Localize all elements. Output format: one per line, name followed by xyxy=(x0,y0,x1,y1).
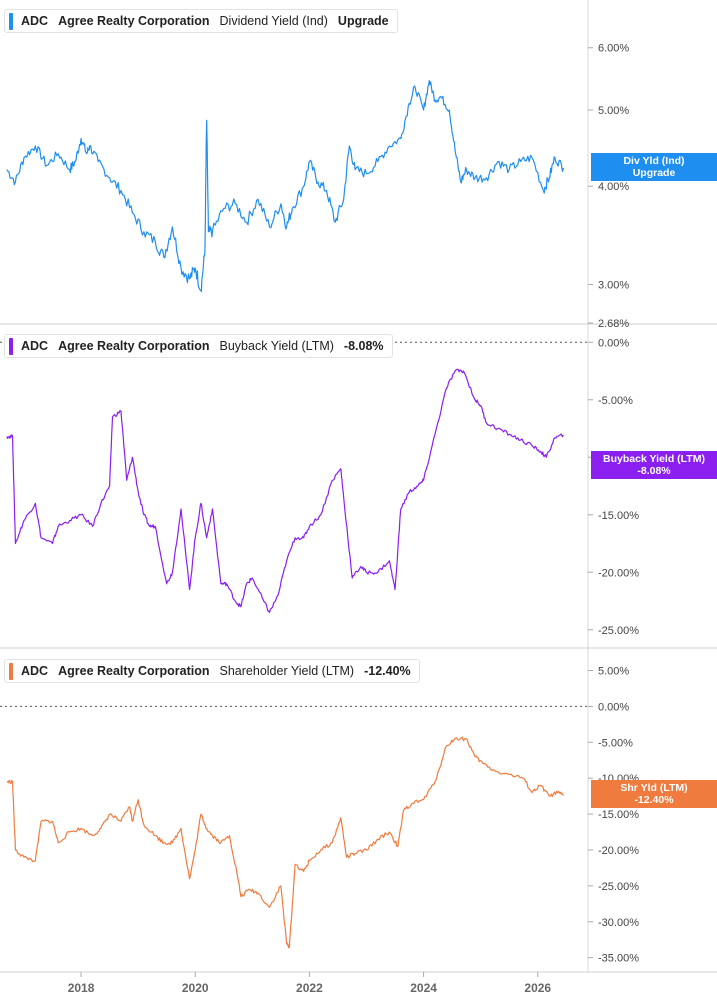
badge-dividend-yield: Div Yld (Ind) Upgrade xyxy=(591,153,717,181)
legend-ticker: ADC xyxy=(21,339,49,353)
legend-swatch xyxy=(9,337,13,355)
x-tick-label: 2026 xyxy=(524,981,551,995)
legend-value: Upgrade xyxy=(337,14,389,28)
x-tick-label: 2024 xyxy=(410,981,437,995)
badge-value: -8.08% xyxy=(637,465,671,477)
legend-ticker: ADC xyxy=(21,664,49,678)
y-tick-label: 0.00% xyxy=(598,337,629,349)
legend-swatch xyxy=(9,12,13,30)
legend-series-name: Shareholder Yield (LTM) xyxy=(219,664,355,678)
y-tick-label: -20.00% xyxy=(598,845,639,857)
badge-label: Shr Yld (LTM) xyxy=(620,782,688,794)
y-tick-label: -15.00% xyxy=(598,510,639,522)
badge-label: Buyback Yield (LTM) xyxy=(603,453,705,465)
legend-company: Agree Realty Corporation xyxy=(58,14,210,28)
legend-value: -8.08% xyxy=(343,339,384,353)
y-tick-label: -25.00% xyxy=(598,625,639,637)
badge-buyback-yield: Buyback Yield (LTM) -8.08% xyxy=(591,451,717,479)
legend-company: Agree Realty Corporation xyxy=(58,339,210,353)
y-tick-label: 6.00% xyxy=(598,43,629,55)
x-tick-label: 2022 xyxy=(296,981,323,995)
y-tick-label: -30.00% xyxy=(598,917,639,929)
badge-shareholder-yield: Shr Yld (LTM) -12.40% xyxy=(591,780,717,808)
y-tick-label: -35.00% xyxy=(598,953,639,965)
legend-company: Agree Realty Corporation xyxy=(58,664,210,678)
x-tick-label: 2020 xyxy=(182,981,209,995)
badge-label: Div Yld (Ind) xyxy=(623,155,685,167)
series-line-1 xyxy=(6,368,564,614)
y-tick-label: 5.00% xyxy=(598,105,629,117)
y-tick-label: 3.00% xyxy=(598,279,629,291)
y-tick-label: -5.00% xyxy=(598,395,633,407)
series-line-2 xyxy=(6,736,564,949)
y-tick-label: 0.00% xyxy=(598,701,629,713)
series-line-0 xyxy=(6,80,565,293)
y-tick-label: -25.00% xyxy=(598,881,639,893)
legend-dividend-yield[interactable]: ADC Agree Realty Corporation Dividend Yi… xyxy=(4,9,398,33)
legend-value: -12.40% xyxy=(364,664,411,678)
legend-buyback-yield[interactable]: ADC Agree Realty Corporation Buyback Yie… xyxy=(4,334,393,358)
legend-series-name: Dividend Yield (Ind) xyxy=(219,14,328,28)
y-tick-label: -20.00% xyxy=(598,567,639,579)
legend-series-name: Buyback Yield (LTM) xyxy=(219,339,334,353)
y-tick-label: 2.68% xyxy=(598,318,629,330)
legend-swatch xyxy=(9,662,13,680)
legend-ticker: ADC xyxy=(21,14,49,28)
y-tick-label: 4.00% xyxy=(598,181,629,193)
y-tick-label: -5.00% xyxy=(598,737,633,749)
badge-value: -12.40% xyxy=(634,794,674,806)
y-tick-label: -15.00% xyxy=(598,809,639,821)
badge-value: Upgrade xyxy=(632,167,676,179)
legend-shareholder-yield[interactable]: ADC Agree Realty Corporation Shareholder… xyxy=(4,659,420,683)
y-tick-label: 5.00% xyxy=(598,666,629,678)
x-tick-label: 2018 xyxy=(68,981,95,995)
